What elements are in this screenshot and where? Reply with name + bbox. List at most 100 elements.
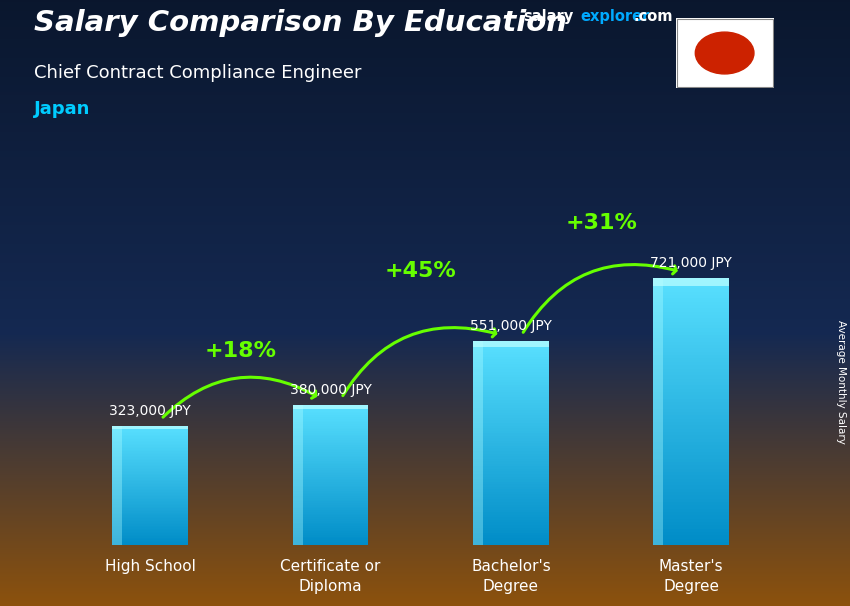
- Bar: [292, 431, 368, 433]
- Bar: [112, 478, 188, 479]
- Bar: [292, 429, 368, 431]
- Bar: [654, 465, 729, 468]
- Bar: [112, 535, 188, 536]
- Bar: [112, 541, 188, 542]
- Bar: [112, 460, 188, 462]
- Bar: [654, 448, 729, 452]
- Bar: [112, 538, 188, 539]
- Bar: [473, 421, 549, 423]
- Bar: [473, 510, 549, 512]
- Bar: [112, 482, 188, 484]
- Bar: [292, 411, 368, 413]
- Bar: [654, 388, 729, 392]
- Bar: [473, 484, 549, 487]
- Bar: [112, 431, 188, 433]
- Bar: [473, 540, 549, 543]
- Bar: [473, 402, 549, 405]
- Bar: [473, 522, 549, 525]
- Bar: [112, 527, 188, 529]
- Bar: [654, 508, 729, 512]
- Bar: [654, 402, 729, 405]
- Bar: [654, 495, 729, 499]
- Bar: [112, 451, 188, 453]
- Bar: [292, 454, 368, 456]
- Bar: [654, 315, 729, 318]
- Bar: [473, 372, 549, 375]
- Bar: [473, 507, 549, 510]
- Bar: [473, 341, 483, 545]
- Bar: [292, 470, 368, 471]
- Bar: [473, 354, 549, 357]
- Bar: [292, 459, 368, 461]
- Bar: [292, 405, 368, 407]
- Bar: [112, 530, 188, 532]
- Text: explorer: explorer: [581, 9, 650, 24]
- Bar: [112, 479, 188, 481]
- Bar: [292, 458, 368, 459]
- Text: +45%: +45%: [385, 261, 456, 281]
- Bar: [112, 444, 188, 445]
- Bar: [473, 385, 549, 387]
- Bar: [654, 358, 729, 362]
- Bar: [654, 452, 729, 455]
- Bar: [112, 426, 188, 430]
- Bar: [292, 471, 368, 473]
- Bar: [654, 371, 729, 375]
- Bar: [112, 438, 188, 439]
- Bar: [112, 466, 188, 468]
- Bar: [473, 408, 549, 410]
- Bar: [292, 501, 368, 503]
- Text: Average Monthly Salary: Average Monthly Salary: [836, 320, 846, 444]
- Bar: [112, 450, 188, 451]
- Bar: [654, 462, 729, 465]
- Bar: [654, 512, 729, 515]
- Bar: [292, 405, 368, 409]
- Bar: [473, 494, 549, 497]
- Bar: [112, 475, 188, 477]
- Bar: [654, 379, 729, 382]
- Bar: [473, 387, 549, 390]
- Bar: [292, 419, 368, 421]
- Bar: [112, 511, 188, 513]
- Bar: [654, 472, 729, 475]
- Bar: [473, 489, 549, 492]
- Bar: [292, 516, 368, 518]
- Bar: [654, 308, 729, 311]
- Bar: [112, 447, 188, 448]
- Bar: [473, 464, 549, 467]
- Bar: [292, 424, 368, 426]
- Bar: [292, 442, 368, 444]
- Bar: [112, 441, 188, 442]
- Bar: [654, 318, 729, 322]
- Bar: [473, 415, 549, 418]
- Bar: [473, 512, 549, 514]
- Bar: [112, 507, 188, 508]
- Bar: [292, 512, 368, 514]
- Bar: [654, 419, 729, 422]
- Bar: [654, 519, 729, 522]
- Bar: [654, 479, 729, 482]
- Bar: [112, 498, 188, 499]
- Bar: [112, 523, 188, 524]
- Bar: [473, 436, 549, 438]
- Bar: [473, 428, 549, 431]
- Bar: [654, 455, 729, 459]
- Bar: [473, 392, 549, 395]
- Bar: [654, 282, 729, 285]
- Bar: [654, 345, 729, 348]
- Bar: [292, 415, 368, 417]
- Bar: [292, 508, 368, 510]
- Bar: [292, 421, 368, 422]
- Bar: [473, 341, 549, 347]
- Bar: [654, 422, 729, 425]
- Bar: [292, 456, 368, 458]
- Bar: [292, 521, 368, 522]
- Bar: [292, 426, 368, 428]
- Bar: [473, 525, 549, 528]
- Bar: [473, 444, 549, 446]
- Bar: [654, 405, 729, 408]
- Bar: [654, 295, 729, 298]
- Bar: [112, 508, 188, 510]
- Bar: [112, 442, 188, 444]
- Bar: [473, 487, 549, 489]
